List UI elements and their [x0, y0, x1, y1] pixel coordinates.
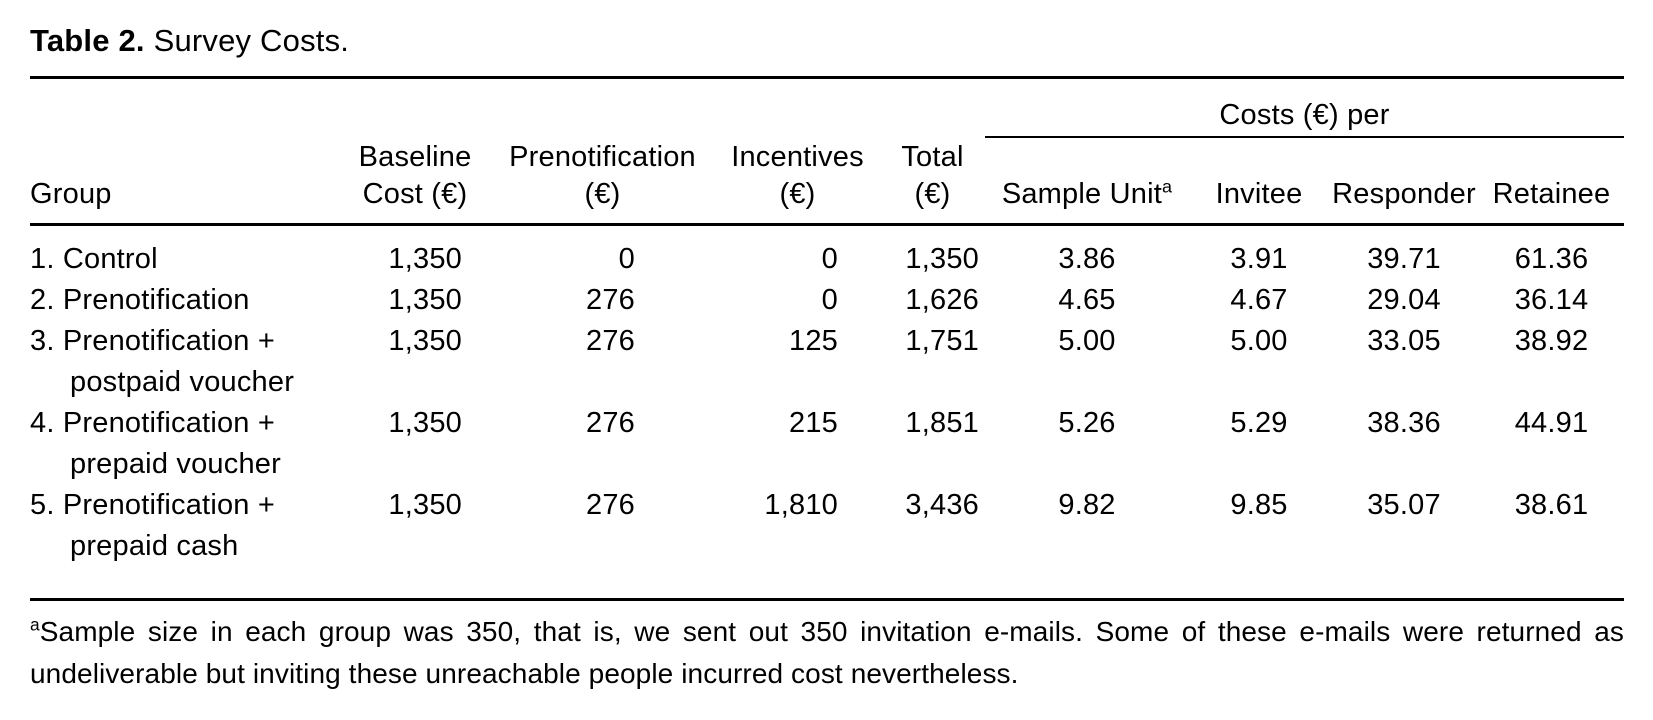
- cell-cost-per-invitee: 9.85: [1230, 489, 1288, 521]
- cell-cost-per-invitee: 5.00: [1230, 325, 1288, 357]
- cell-incentives: 0: [821, 243, 838, 275]
- cell-cost-per-sample-unit: 3.86: [1058, 243, 1116, 275]
- group-name-line1: 5. Prenotification +: [30, 489, 276, 521]
- cell-cost-per-sample-unit: 5.00: [1058, 325, 1116, 357]
- cell-cost-per-retainee: 38.92: [1514, 325, 1589, 357]
- cell-prenotification: 276: [586, 407, 635, 439]
- cell-cost-per-invitee: 3.91: [1230, 243, 1288, 275]
- column-header-sample-unit-label: Sample Unit: [1001, 178, 1162, 210]
- survey-costs-table: Costs (€) per Group Baseline Cost (€) Pr…: [30, 76, 1625, 601]
- cell-cost-per-retainee: 61.36: [1514, 243, 1589, 275]
- cell-total: 1,626: [905, 284, 979, 316]
- cell-group: 5. Prenotification + prepaid cash: [30, 485, 340, 600]
- column-header-total-line2: (€): [914, 178, 951, 210]
- cell-incentives: 125: [789, 325, 838, 357]
- cell-cost-per-retainee: 36.14: [1514, 284, 1589, 316]
- table-row-prenotification-prepaid-voucher: 4. Prenotification + prepaid voucher 1,3…: [30, 403, 1624, 485]
- cell-cost-per-responder: 33.05: [1367, 325, 1441, 357]
- column-header-baseline-cost: Baseline Cost (€): [340, 137, 490, 225]
- cell-cost-per-sample-unit: 4.65: [1058, 284, 1116, 316]
- table-row-control: 1. Control 1,350 0 0 1,350 3.86 3.91 39.…: [30, 225, 1624, 281]
- table-row-prenotification-prepaid-cash: 5. Prenotification + prepaid cash 1,350 …: [30, 485, 1624, 600]
- group-name-line2: postpaid voucher: [70, 366, 295, 398]
- cell-total: 1,751: [905, 325, 979, 357]
- column-header-incentives-line1: Incentives: [731, 141, 864, 173]
- cell-baseline-cost: 1,350: [388, 489, 462, 521]
- group-name-line1: 2. Prenotification: [30, 284, 250, 316]
- cell-cost-per-responder: 39.71: [1367, 243, 1441, 275]
- spanner-row: Costs (€) per: [30, 77, 1625, 138]
- cell-baseline-cost: 1,350: [388, 243, 462, 275]
- column-header-row: Group Baseline Cost (€) Prenotification …: [30, 137, 1625, 225]
- column-header-total: Total (€): [880, 137, 985, 225]
- cell-prenotification: 0: [618, 243, 635, 275]
- cell-baseline-cost: 1,350: [388, 325, 462, 357]
- column-header-sample-unit: Sample Unita: [985, 137, 1189, 225]
- cell-group: 2. Prenotification: [30, 280, 340, 321]
- footnote-marker: a: [30, 614, 40, 635]
- table-title: Table 2. Survey Costs.: [30, 22, 1624, 60]
- column-header-group: Group: [30, 137, 340, 225]
- column-header-incentives-line2: (€): [779, 178, 816, 210]
- table-footnote: aSample size in each group was 350, that…: [30, 611, 1624, 695]
- group-name-line1: 3. Prenotification +: [30, 325, 276, 357]
- table-body: 1. Control 1,350 0 0 1,350 3.86 3.91 39.…: [30, 225, 1625, 600]
- group-name-line2: prepaid cash: [70, 530, 239, 562]
- cell-cost-per-sample-unit: 9.82: [1058, 489, 1116, 521]
- cell-incentives: 1,810: [764, 489, 838, 521]
- table-row-prenotification: 2. Prenotification 1,350 276 0 1,626 4.6…: [30, 280, 1624, 321]
- cell-incentives: 215: [789, 407, 838, 439]
- spanner-spacer: [30, 78, 985, 138]
- column-header-baseline-line1: Baseline: [358, 141, 472, 173]
- column-header-prenotification-line2: (€): [584, 178, 621, 210]
- cell-prenotification: 276: [586, 325, 635, 357]
- cell-cost-per-invitee: 5.29: [1230, 407, 1288, 439]
- cell-cost-per-responder: 29.04: [1367, 284, 1441, 316]
- table-row-prenotification-postpaid-voucher: 3. Prenotification + postpaid voucher 1,…: [30, 321, 1624, 403]
- table-figure: Table 2. Survey Costs. Costs (€) per Gro…: [30, 22, 1625, 695]
- cell-total: 1,851: [905, 407, 979, 439]
- group-name-line1: 1. Control: [30, 243, 158, 275]
- column-header-total-line1: Total: [901, 141, 964, 173]
- table-header: Costs (€) per Group Baseline Cost (€) Pr…: [30, 77, 1625, 225]
- cell-prenotification: 276: [586, 489, 635, 521]
- cell-total: 1,350: [905, 243, 979, 275]
- cell-baseline-cost: 1,350: [388, 284, 462, 316]
- column-header-invitee: Invitee: [1215, 178, 1303, 210]
- footnote-text: Sample size in each group was 350, that …: [30, 616, 1624, 689]
- cell-incentives: 0: [821, 284, 838, 316]
- column-header-responder: Responder: [1332, 178, 1476, 210]
- cell-cost-per-invitee: 4.67: [1230, 284, 1288, 316]
- table-number: Table 2.: [30, 23, 145, 58]
- table-caption: Survey Costs.: [153, 23, 350, 58]
- column-header-baseline-line2: Cost (€): [362, 178, 468, 210]
- cell-cost-per-retainee: 44.91: [1514, 407, 1589, 439]
- column-header-prenotification: Prenotification (€): [490, 137, 715, 225]
- group-name-line2: prepaid voucher: [70, 448, 281, 480]
- cell-baseline-cost: 1,350: [388, 407, 462, 439]
- cell-total: 3,436: [905, 489, 979, 521]
- cell-group: 1. Control: [30, 225, 340, 281]
- cell-group: 4. Prenotification + prepaid voucher: [30, 403, 340, 485]
- column-header-prenotification-line1: Prenotification: [509, 141, 696, 173]
- cell-cost-per-responder: 35.07: [1367, 489, 1441, 521]
- cell-cost-per-responder: 38.36: [1367, 407, 1441, 439]
- footnote-marker-superscript: a: [1161, 176, 1173, 197]
- column-header-incentives: Incentives (€): [715, 137, 880, 225]
- cell-group: 3. Prenotification + postpaid voucher: [30, 321, 340, 403]
- cell-cost-per-sample-unit: 5.26: [1058, 407, 1116, 439]
- cell-cost-per-retainee: 38.61: [1514, 489, 1589, 521]
- column-header-group-label: Group: [30, 178, 112, 210]
- column-group-header-costs-per: Costs (€) per: [985, 77, 1625, 138]
- cell-prenotification: 276: [586, 284, 635, 316]
- column-header-retainee: Retainee: [1492, 178, 1611, 210]
- group-name-line1: 4. Prenotification +: [30, 407, 276, 439]
